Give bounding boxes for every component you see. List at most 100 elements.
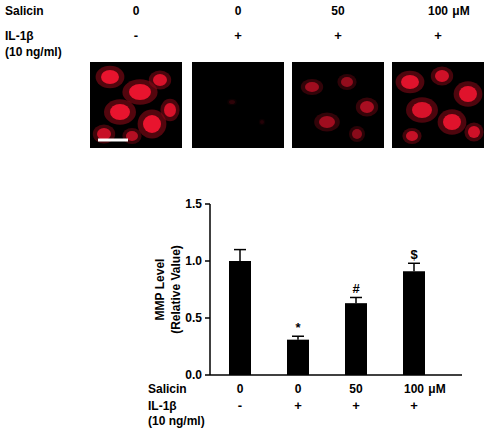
unit-label: μM	[428, 382, 445, 396]
significance-mark: $	[410, 247, 418, 262]
cell	[260, 120, 264, 124]
y-label-line: (Relative Value)	[169, 245, 183, 334]
cell	[341, 77, 353, 87]
cell	[406, 131, 418, 141]
cell	[468, 126, 480, 138]
column-label: 50	[331, 4, 345, 18]
error-stem	[355, 297, 357, 303]
micrograph	[192, 62, 284, 148]
y-tick	[205, 317, 210, 319]
significance-mark: *	[295, 320, 301, 335]
figure: SalicinIL-1β(10 ng/ml)0-0+50+100+μM0.00.…	[0, 0, 500, 428]
image-bg	[392, 62, 484, 148]
cell-glow	[356, 97, 378, 116]
cell-glow	[396, 71, 425, 93]
x-tick-label: 0	[295, 382, 302, 396]
column-label: +	[434, 28, 442, 43]
cell-glow	[314, 112, 340, 131]
image-bg	[292, 62, 384, 148]
scale-bar	[98, 139, 128, 142]
cell	[129, 84, 151, 100]
cell-glow	[406, 97, 438, 123]
error-bar	[292, 336, 304, 339]
error-bar	[350, 297, 362, 303]
cell	[360, 101, 374, 113]
cell-glow	[454, 81, 483, 107]
cell-glow	[337, 74, 356, 90]
x-row-label: -	[238, 398, 242, 413]
micrograph	[90, 62, 182, 148]
y-tick-label: 0.0	[185, 368, 202, 382]
error-cap	[350, 297, 362, 299]
unit-label: μM	[452, 4, 469, 18]
cell-glow	[259, 119, 265, 125]
cell	[153, 74, 167, 86]
bar	[403, 271, 425, 375]
x-tick-label: 100	[404, 382, 424, 396]
cell-glow	[301, 79, 323, 95]
cell	[352, 129, 362, 139]
cell-glow	[431, 66, 453, 85]
y-tick-label: 1.5	[185, 197, 202, 211]
row-label: Salicin	[5, 4, 44, 18]
bar	[229, 261, 251, 375]
cell-glow	[349, 126, 365, 142]
cell	[164, 103, 176, 117]
x-tick-label: 0	[237, 382, 244, 396]
error-stem	[413, 263, 415, 271]
column-label: +	[334, 28, 342, 43]
error-bar	[408, 263, 420, 271]
y-tick-label: 0.5	[185, 311, 202, 325]
x-tick-label: 50	[349, 382, 363, 396]
cell-glow	[122, 128, 141, 144]
error-cap	[234, 249, 246, 251]
cell-glow	[227, 99, 237, 105]
cell	[443, 114, 461, 130]
cell-glow	[464, 122, 483, 141]
cell-glow	[438, 109, 467, 135]
bar	[345, 303, 367, 375]
cell	[97, 128, 111, 140]
y-tick	[205, 260, 210, 262]
cell-glow	[149, 70, 171, 89]
image-bg	[192, 62, 284, 148]
error-cap	[292, 335, 304, 337]
y-tick-label: 1.0	[185, 254, 202, 268]
cell-glow	[96, 66, 125, 88]
column-label: 0	[235, 4, 242, 18]
cell	[412, 102, 432, 118]
x-row-label: +	[352, 398, 360, 413]
y-tick	[205, 374, 210, 376]
y-axis	[209, 204, 211, 375]
x-row-label: +	[410, 398, 418, 413]
x-row-label: +	[294, 398, 302, 413]
micrograph	[292, 62, 384, 148]
row-sublabel: (10 ng/ml)	[5, 45, 62, 59]
bar	[287, 340, 309, 375]
micrograph	[392, 62, 484, 148]
image-bg	[90, 62, 182, 148]
bars	[229, 250, 425, 375]
row-label: Salicin	[148, 382, 187, 396]
cell	[101, 70, 119, 84]
significance-mark: #	[352, 281, 360, 296]
column-label: 100	[428, 4, 448, 18]
row-sublabel: (10 ng/ml)	[148, 414, 205, 428]
error-bar	[234, 250, 246, 261]
error-cap	[408, 263, 420, 265]
cell-glow	[160, 99, 179, 121]
cell-glow	[402, 128, 421, 144]
cell	[229, 100, 235, 104]
error-stem	[239, 250, 241, 261]
column-label: 0	[133, 4, 140, 18]
y-label-line: MMP Level	[153, 259, 167, 321]
cell	[435, 70, 449, 82]
column-label: +	[234, 28, 242, 43]
row-label: IL-1β	[148, 399, 177, 413]
cell	[110, 104, 130, 120]
cell	[319, 116, 335, 128]
y-label: MMP Level(Relative Value)	[153, 245, 183, 334]
row-label: IL-1β	[5, 29, 34, 43]
column-label: -	[134, 28, 138, 43]
cell	[401, 75, 419, 89]
